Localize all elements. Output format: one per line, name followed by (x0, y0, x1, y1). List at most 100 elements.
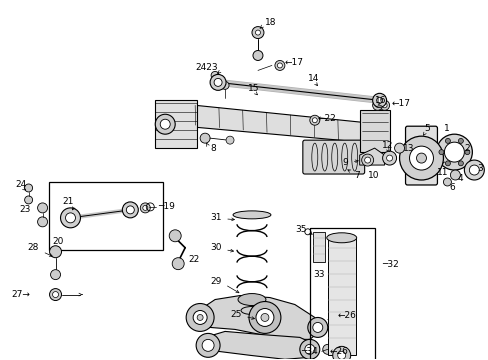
Circle shape (248, 302, 280, 333)
Polygon shape (359, 148, 384, 165)
Text: 21: 21 (62, 197, 74, 206)
Circle shape (372, 100, 382, 110)
Bar (359, 110, 389, 152)
Circle shape (126, 206, 134, 214)
Circle shape (52, 292, 59, 298)
Circle shape (457, 138, 463, 143)
Text: 33: 33 (313, 270, 324, 279)
Text: ←17: ←17 (391, 99, 410, 108)
Circle shape (196, 333, 220, 357)
Text: 2423: 2423 (195, 63, 217, 72)
Circle shape (464, 160, 483, 180)
Text: 20: 20 (52, 237, 64, 246)
Circle shape (49, 289, 61, 301)
Circle shape (375, 103, 379, 107)
Circle shape (332, 315, 336, 319)
Text: ←17: ←17 (285, 58, 303, 67)
Circle shape (337, 351, 345, 359)
Text: 27→: 27→ (12, 290, 31, 299)
Circle shape (211, 71, 219, 80)
Text: ←26: ←26 (329, 347, 348, 356)
Text: 23: 23 (19, 206, 31, 215)
Circle shape (376, 97, 382, 103)
Circle shape (49, 246, 61, 258)
Text: 4: 4 (456, 174, 462, 183)
Ellipse shape (326, 233, 356, 243)
Circle shape (464, 150, 469, 154)
Circle shape (307, 318, 327, 337)
Circle shape (443, 178, 450, 186)
Text: 29: 29 (210, 277, 222, 286)
Bar (155, 100, 197, 148)
Circle shape (304, 345, 314, 354)
Text: 13: 13 (402, 144, 413, 153)
Text: 5: 5 (424, 124, 429, 133)
Text: 12: 12 (381, 141, 392, 150)
Circle shape (372, 93, 386, 107)
Circle shape (255, 30, 260, 35)
Text: 25: 25 (230, 310, 242, 319)
Circle shape (416, 153, 426, 163)
Circle shape (210, 75, 225, 90)
Circle shape (430, 165, 439, 173)
Ellipse shape (238, 293, 265, 306)
Circle shape (24, 196, 33, 204)
Text: 35: 35 (295, 225, 306, 234)
Circle shape (221, 81, 228, 89)
Circle shape (61, 208, 81, 228)
Circle shape (386, 155, 392, 161)
Circle shape (24, 184, 33, 192)
Polygon shape (192, 296, 319, 339)
Circle shape (214, 78, 222, 86)
Circle shape (399, 136, 443, 180)
Circle shape (261, 314, 268, 321)
Circle shape (160, 119, 170, 129)
Circle shape (312, 323, 322, 332)
Circle shape (312, 118, 317, 123)
Text: ─34: ─34 (301, 347, 317, 356)
Circle shape (322, 345, 332, 354)
Circle shape (444, 142, 464, 162)
Circle shape (438, 150, 443, 154)
Text: 30: 30 (210, 243, 222, 252)
Circle shape (361, 154, 373, 166)
Circle shape (449, 170, 459, 180)
Circle shape (445, 161, 449, 166)
Bar (327, 238, 355, 355)
Circle shape (457, 161, 463, 166)
Text: 6: 6 (448, 184, 454, 193)
Text: 7: 7 (354, 171, 360, 180)
Circle shape (382, 151, 396, 165)
Ellipse shape (241, 306, 263, 315)
Text: 9: 9 (341, 158, 347, 167)
Text: 22: 22 (188, 255, 199, 264)
Circle shape (364, 157, 370, 163)
Circle shape (379, 100, 389, 110)
Text: 1: 1 (444, 124, 449, 133)
Circle shape (155, 114, 175, 134)
Circle shape (468, 165, 478, 175)
Text: 28: 28 (27, 243, 39, 252)
Circle shape (193, 310, 207, 324)
Circle shape (38, 217, 47, 227)
Text: ←22: ←22 (317, 114, 336, 123)
Text: 24: 24 (16, 180, 27, 189)
Circle shape (381, 103, 386, 108)
Circle shape (329, 312, 339, 323)
Text: 31: 31 (210, 213, 222, 222)
Text: 3: 3 (476, 163, 482, 172)
Circle shape (225, 136, 234, 144)
Circle shape (65, 213, 75, 223)
Polygon shape (200, 332, 314, 359)
Circle shape (122, 202, 138, 218)
Text: 11: 11 (437, 167, 448, 176)
Text: 10: 10 (367, 171, 378, 180)
Text: 15: 15 (247, 84, 259, 93)
Bar (312, 232, 324, 262)
Circle shape (202, 339, 214, 351)
Bar (309, 228, 374, 360)
Text: 14: 14 (307, 74, 319, 83)
Circle shape (309, 115, 319, 125)
Circle shape (274, 60, 285, 71)
Polygon shape (195, 105, 361, 142)
